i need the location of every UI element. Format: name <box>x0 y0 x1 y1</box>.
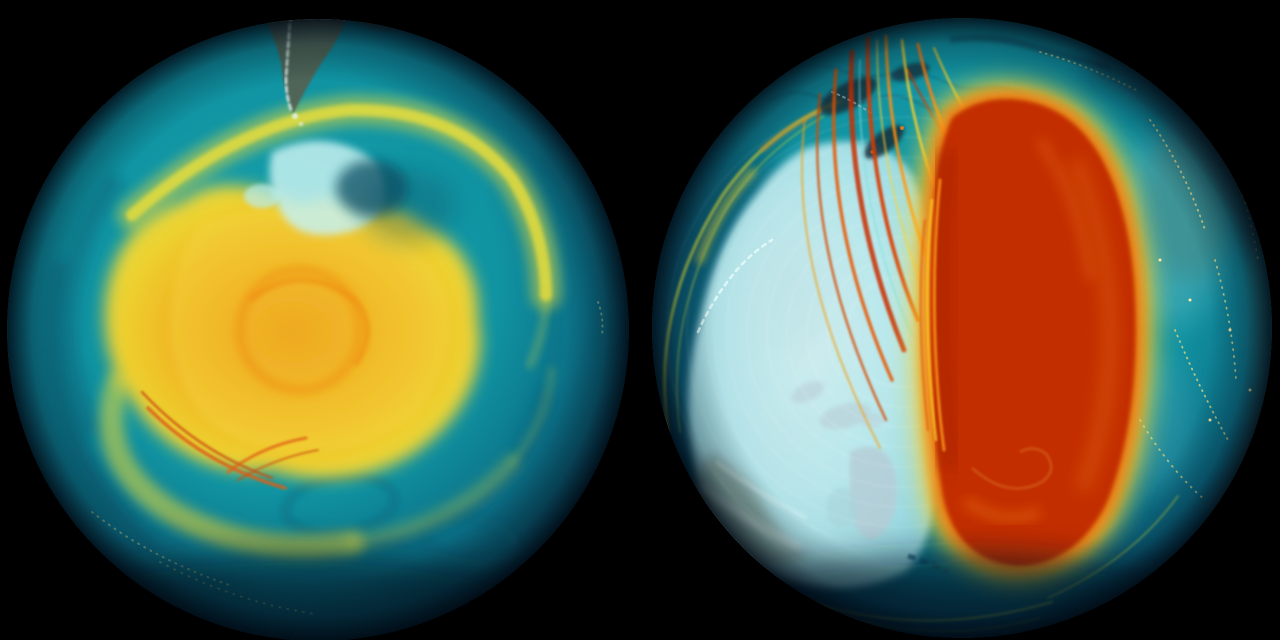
globe-limb-shading <box>652 18 1272 638</box>
south-polar-globe <box>7 19 629 640</box>
globe-limb-shading <box>7 19 629 640</box>
